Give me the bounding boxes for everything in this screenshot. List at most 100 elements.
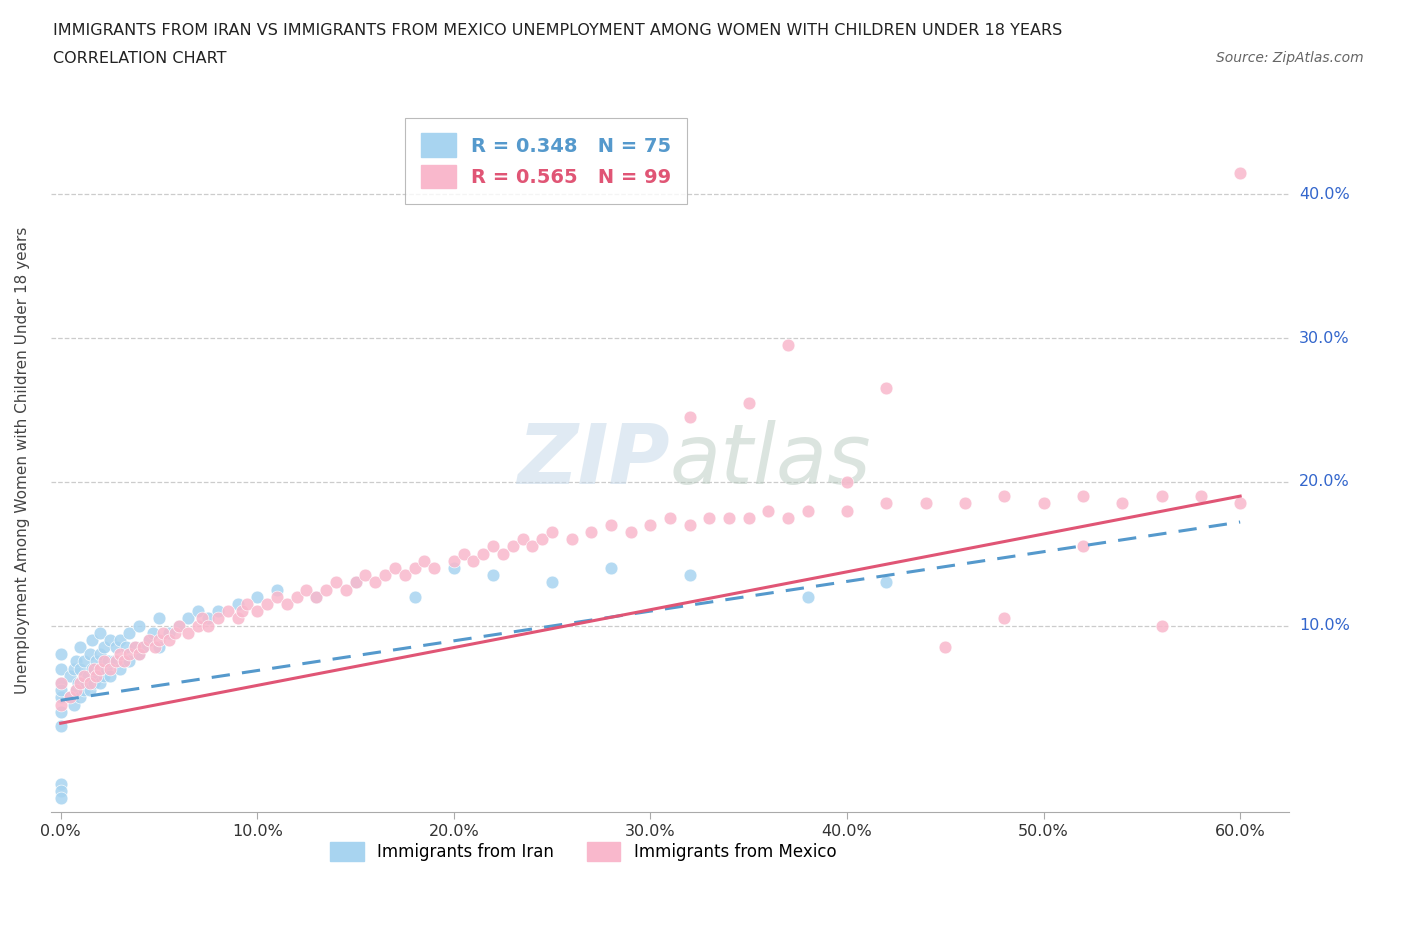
Text: 40.0%: 40.0%: [1299, 187, 1350, 202]
Point: [114, 640, 136, 655]
Point: [93, 654, 115, 669]
Point: [492, 546, 515, 561]
Point: [79, 647, 101, 662]
Point: [718, 511, 741, 525]
Point: [79, 683, 101, 698]
Point: [1229, 496, 1251, 511]
Point: [305, 590, 328, 604]
Point: [84, 654, 107, 669]
Text: CORRELATION CHART: CORRELATION CHART: [53, 51, 226, 66]
Point: [138, 632, 160, 647]
Point: [197, 618, 219, 633]
Point: [132, 640, 155, 655]
Point: [541, 525, 564, 539]
Point: [561, 532, 583, 547]
Point: [472, 546, 495, 561]
Point: [118, 625, 141, 640]
Text: ZIP: ZIP: [517, 419, 671, 500]
Point: [49, 777, 72, 791]
Point: [315, 582, 337, 597]
Point: [453, 546, 475, 561]
Point: [143, 640, 166, 655]
Point: [659, 511, 682, 525]
Point: [295, 582, 318, 597]
Point: [679, 567, 702, 582]
Point: [167, 618, 190, 633]
Point: [1071, 539, 1094, 554]
Point: [953, 496, 976, 511]
Point: [640, 517, 662, 532]
Point: [104, 654, 127, 669]
Point: [207, 604, 229, 618]
Point: [132, 640, 155, 655]
Point: [77, 669, 100, 684]
Point: [502, 539, 524, 554]
Point: [94, 661, 117, 676]
Point: [108, 647, 131, 662]
Point: [738, 395, 761, 410]
Point: [138, 632, 160, 647]
Point: [1150, 488, 1173, 503]
Point: [246, 604, 269, 618]
Point: [124, 640, 146, 655]
Point: [49, 704, 72, 719]
Point: [103, 654, 125, 669]
Point: [374, 567, 396, 582]
Point: [776, 338, 799, 352]
Point: [118, 654, 141, 669]
Point: [98, 661, 121, 676]
Point: [108, 632, 131, 647]
Point: [142, 625, 165, 640]
Point: [148, 632, 170, 647]
Point: [1071, 488, 1094, 503]
Point: [679, 409, 702, 424]
Point: [157, 632, 180, 647]
Point: [73, 669, 96, 684]
Point: [600, 561, 623, 576]
Point: [49, 675, 72, 690]
Point: [835, 474, 858, 489]
Point: [394, 567, 416, 582]
Point: [276, 596, 298, 611]
Point: [69, 661, 91, 676]
Point: [124, 640, 146, 655]
Point: [581, 525, 603, 539]
Point: [531, 532, 554, 547]
Point: [266, 582, 288, 597]
Point: [512, 532, 534, 547]
Point: [65, 683, 87, 698]
Point: [82, 661, 104, 676]
Text: atlas: atlas: [671, 419, 872, 500]
Point: [482, 539, 505, 554]
Point: [59, 690, 82, 705]
Point: [187, 604, 209, 618]
Point: [1111, 496, 1133, 511]
Text: IMMIGRANTS FROM IRAN VS IMMIGRANTS FROM MEXICO UNEMPLOYMENT AMONG WOMEN WITH CHI: IMMIGRANTS FROM IRAN VS IMMIGRANTS FROM …: [53, 23, 1063, 38]
Point: [82, 632, 104, 647]
Point: [67, 675, 90, 690]
Point: [89, 661, 111, 676]
Point: [49, 661, 72, 676]
Point: [59, 690, 82, 705]
Point: [934, 640, 956, 655]
Point: [93, 640, 115, 655]
Point: [914, 496, 936, 511]
Point: [756, 503, 779, 518]
Point: [49, 675, 72, 690]
Point: [226, 611, 249, 626]
Point: [256, 596, 278, 611]
Point: [875, 381, 897, 396]
Point: [75, 675, 97, 690]
Point: [207, 611, 229, 626]
Point: [344, 575, 367, 590]
Point: [69, 640, 91, 655]
Point: [796, 590, 818, 604]
Point: [191, 611, 214, 626]
Point: [620, 525, 643, 539]
Point: [482, 567, 505, 582]
Point: [97, 654, 120, 669]
Text: Source: ZipAtlas.com: Source: ZipAtlas.com: [1216, 51, 1364, 65]
Point: [69, 675, 91, 690]
Point: [49, 647, 72, 662]
Point: [443, 553, 465, 568]
